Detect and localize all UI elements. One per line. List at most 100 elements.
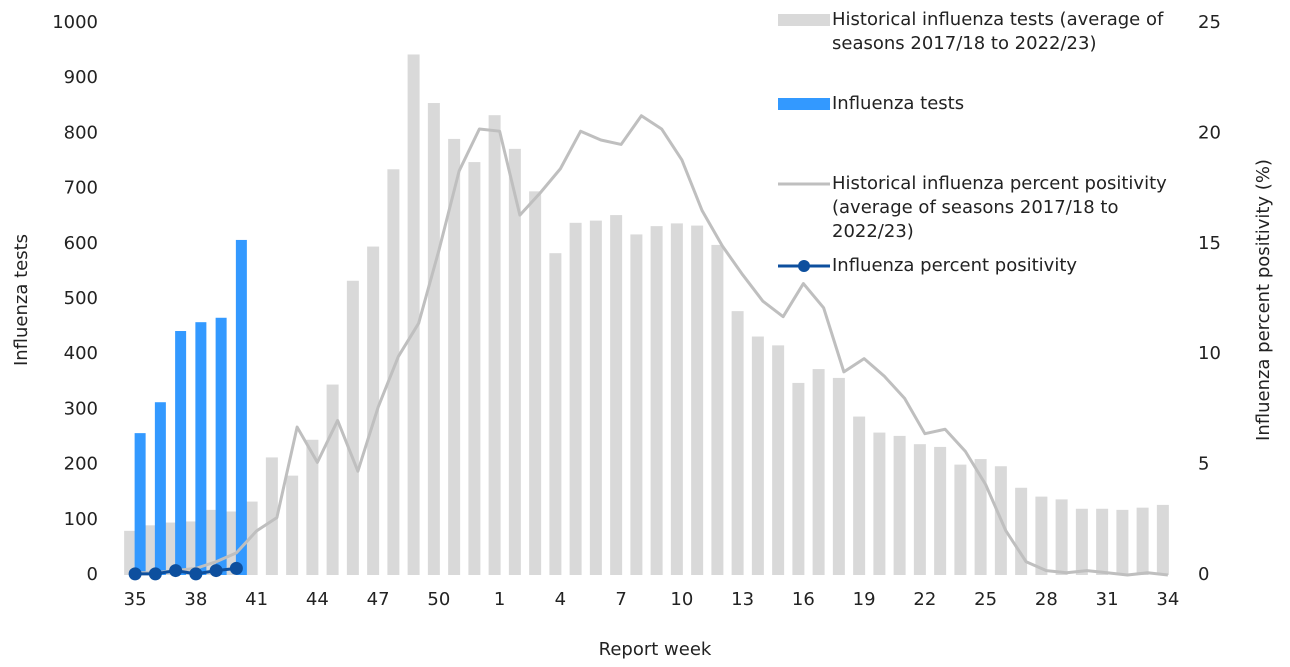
y2-tick-label: 0 [1198,564,1209,585]
y-tick-label: 100 [64,509,98,530]
point [148,567,162,581]
point [209,564,223,578]
bar [1035,496,1048,575]
bar [1055,499,1068,575]
point [169,564,183,578]
bar [144,525,157,575]
y2-tick-label: 25 [1198,12,1221,33]
bar [751,336,764,575]
bar [569,222,582,575]
y2-axis-label: Influenza percent positivity (%) [1253,159,1274,441]
y-tick-label: 300 [64,398,98,419]
x-tick-label: 41 [245,589,268,610]
bar [913,444,926,575]
legend-item: Historical influenza tests (average of s… [778,8,1202,56]
bar [1136,507,1149,575]
point [229,561,243,575]
point [189,567,203,581]
bar [1156,504,1169,575]
bar [1116,509,1129,575]
legend-item: Influenza percent positivity [778,254,1202,278]
bar [772,345,785,575]
bar [134,433,146,575]
x-tick-label: 50 [427,589,450,610]
legend-swatch [778,182,830,186]
y-tick-label: 700 [64,178,98,199]
bar [954,464,967,575]
legend-label: Influenza percent positivity [832,255,1078,276]
x-tick-label: 19 [853,589,876,610]
y-tick-label: 200 [64,454,98,475]
bar [286,475,299,575]
bar [427,103,440,575]
bar [529,191,542,576]
x-tick-label: 22 [913,589,936,610]
bar [792,382,805,575]
line [135,114,1169,577]
x-tick-label: 47 [367,589,390,610]
bar [893,435,906,575]
y2-tick-label: 15 [1198,233,1221,254]
bar [124,530,137,575]
bar [610,215,623,575]
bar [650,226,663,576]
x-tick-label: 38 [184,589,207,610]
x-tick-label: 4 [555,589,566,610]
bar [448,138,461,576]
y2-tick-label: 10 [1198,343,1221,364]
bar [508,148,521,575]
bar [326,384,339,575]
legend-item: Historical influenza percent positivity … [778,172,1202,244]
bar [934,446,947,575]
bar [215,317,227,575]
bar [812,369,825,575]
x-tick-label: 31 [1096,589,1119,610]
bar [711,244,724,576]
bar [175,331,187,575]
bar [468,162,481,575]
bar [873,432,886,575]
bar [346,280,359,575]
bar [225,511,238,575]
y2-tick-label: 20 [1198,122,1221,143]
bar [1096,508,1109,575]
bar [367,246,380,575]
bar [670,223,683,575]
bar [488,115,501,576]
bar [974,459,987,575]
legend-swatch-dot [798,260,810,272]
bar [853,416,866,575]
x-axis-label: Report week [599,639,712,660]
y-tick-label: 400 [64,343,98,364]
bar [549,253,562,575]
legend-label: Influenza tests [832,93,965,114]
bar [832,377,845,575]
bar [306,439,319,575]
y-tick-label: 500 [64,288,98,309]
y-axis-label: Influenza tests [11,234,32,366]
x-tick-label: 44 [306,589,329,610]
y-tick-label: 800 [64,122,98,143]
x-tick-label: 16 [792,589,815,610]
bar [205,509,218,575]
bar [1015,487,1028,575]
bar [1075,508,1088,575]
bar [630,234,643,575]
legend-swatch-rect [778,14,830,26]
legend-item: Influenza tests [778,92,1202,116]
x-tick-label: 7 [615,589,626,610]
y-tick-label: 900 [64,67,98,88]
bar [691,225,704,576]
x-tick-label: 25 [974,589,997,610]
legend-label: Historical influenza percent positivity … [832,173,1167,242]
bar [164,522,177,575]
x-tick-label: 10 [670,589,693,610]
y-tick-label: 0 [87,564,98,585]
x-tick-label: 34 [1156,589,1179,610]
bar [589,220,602,575]
y-tick-label: 600 [64,233,98,254]
legend-swatch [778,260,830,272]
y-tick-label: 1000 [52,12,98,33]
